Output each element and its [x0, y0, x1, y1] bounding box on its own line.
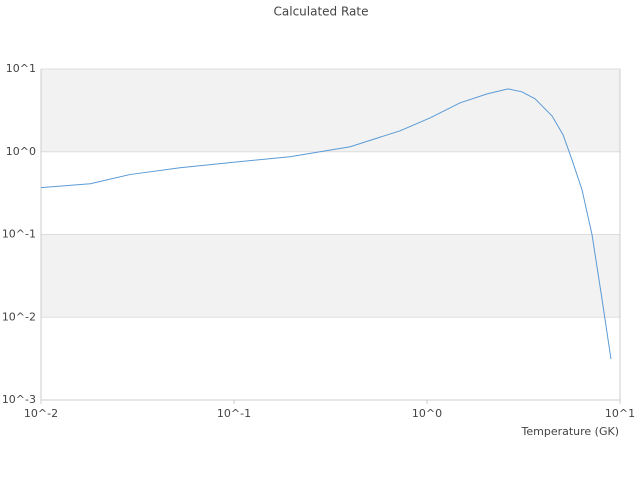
grid-band	[41, 69, 620, 152]
y-tick-label: 10^-3	[2, 393, 36, 406]
y-tick-label: 10^1	[6, 62, 36, 75]
x-tick-label: 10^0	[412, 407, 442, 420]
x-tick-label: 10^-1	[217, 407, 251, 420]
chart-title: Calculated Rate	[274, 5, 369, 19]
x-tick-label: 10^1	[605, 407, 635, 420]
x-axis-label: Temperature (GK)	[521, 425, 620, 438]
line	[40, 88, 612, 360]
grid-band	[41, 234, 620, 318]
y-tick-label: 10^-2	[2, 310, 36, 323]
x-tick-label: 10^-2	[24, 407, 58, 420]
y-tick-label: 10^-1	[2, 228, 36, 241]
y-tick-label: 10^0	[6, 145, 36, 158]
